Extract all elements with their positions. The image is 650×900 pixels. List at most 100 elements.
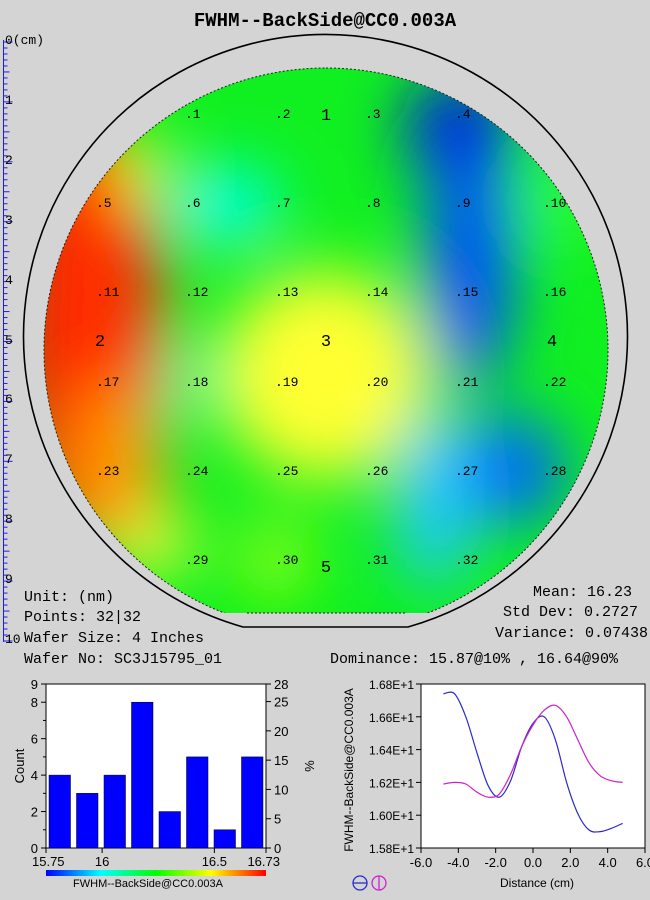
- wafer-point-label: .28: [543, 464, 566, 479]
- histogram-chart: 0 2 4 6 8 9 0 5 10 15 20 25 28 15.75 16 16.5 16.73 Count%…: [12, 677, 317, 890]
- points-label: Points: 32|32: [24, 609, 142, 626]
- wafer-outline: [22, 33, 629, 628]
- wafer-point-label: .32: [455, 553, 478, 568]
- wafer-point-label: .2: [275, 107, 291, 122]
- unit-label: Unit: (nm): [24, 589, 115, 606]
- ruler-tick-label: 8: [5, 512, 13, 528]
- histogram-bar: [158, 811, 181, 849]
- line-y-tick: 1.68E+1: [369, 678, 414, 692]
- histogram-bar: [76, 793, 99, 849]
- line-y-label: FWHM--BackSide@CC0.003A: [342, 688, 356, 852]
- ruler-tick-label: 3: [5, 212, 13, 228]
- wafer-point-label: .30: [275, 553, 298, 568]
- wafer-size-label: Wafer Size: 4 Inches: [24, 630, 205, 647]
- wafer-point-label: .29: [185, 553, 208, 568]
- line-x-tick: 0.0: [524, 855, 542, 870]
- variance-label: Variance: 0.07438: [494, 625, 648, 642]
- histogram-bar: [213, 829, 236, 849]
- wafer-point-label: .10: [543, 196, 566, 211]
- histogram-y2-tick: 28: [274, 677, 288, 692]
- line-chart-frame: [420, 683, 646, 849]
- wafer-point-label: .15: [455, 285, 478, 300]
- wafer-point-label: .1: [185, 107, 201, 122]
- line-x-tick: 6.0: [636, 855, 650, 870]
- left-ruler: [3, 40, 13, 642]
- profile-toggle-icons[interactable]: [352, 875, 387, 891]
- ruler-tick-label: 4: [5, 272, 13, 288]
- wafer-no-label: Wafer No: SC3J15795_01: [24, 651, 223, 668]
- histogram-x-tick: 16.73: [247, 854, 280, 869]
- histogram-bar: [186, 756, 209, 849]
- histogram-bar: [241, 756, 264, 849]
- ruler-tick-label: 10: [5, 632, 21, 647]
- mean-label: Mean: 16.23: [532, 584, 632, 601]
- histogram-y-tick: 9: [31, 677, 38, 692]
- ruler-tick-label: 7: [5, 452, 13, 468]
- line-y-tick: 1.58E+1: [369, 842, 414, 856]
- wafer-point-label: .19: [275, 375, 298, 390]
- line-x-tick: -2.0: [484, 855, 506, 870]
- line-y-tick: 1.64E+1: [369, 744, 414, 758]
- wafer-point-label: .23: [96, 464, 119, 479]
- wafer-point-label: .9: [455, 196, 471, 211]
- histogram-y2-tick: 15: [274, 753, 288, 768]
- line-series-path: [443, 704, 623, 798]
- wafer-point-label: .21: [455, 375, 479, 390]
- line-x-tick: -6.0: [410, 855, 432, 870]
- histogram-y2-label: %: [302, 760, 317, 772]
- line-y-tick: 1.66E+1: [369, 711, 414, 725]
- wafer-region-label: 2: [95, 333, 105, 352]
- wafer-point-label: .4: [455, 107, 471, 122]
- line-x-tick: 4.0: [599, 855, 617, 870]
- wafer-point-label: .25: [275, 464, 298, 479]
- ruler-tick-label: 2: [5, 152, 13, 168]
- wafer-point-label: .24: [185, 464, 209, 479]
- dominance-label: Dominance: 15.87@10% , 16.64@90%: [330, 651, 619, 668]
- wafer-point-label: .5: [96, 196, 112, 211]
- wafer-region-label: 4: [547, 333, 557, 352]
- histogram-y2-tick: 20: [274, 724, 288, 739]
- histogram-y-tick: 8: [31, 695, 38, 710]
- wafer-region-label: 5: [321, 559, 331, 578]
- histogram-x-tick: 16: [95, 854, 109, 869]
- wafer-map: .1 .2 .3 .4 .5 .6 .7 .8 .9 .10 .11 .12 .13 .14 .15 .16.…: [22, 33, 629, 628]
- line-y-tick: 1.60E+1: [369, 809, 414, 823]
- histogram-y-tick: 6: [31, 732, 38, 747]
- wafer-region-label: 1: [321, 107, 331, 126]
- wafer-point-label: .22: [543, 375, 566, 390]
- histogram-y2-tick: 25: [274, 695, 288, 710]
- wafer-point-label: .7: [275, 196, 291, 211]
- wafer-point-label: .13: [275, 285, 298, 300]
- histogram-x-label: FWHM--BackSide@CC0.003A: [73, 878, 224, 890]
- wafer-point-label: .6: [185, 196, 201, 211]
- histogram-bar: [48, 774, 71, 849]
- wafer-point-label: .18: [185, 375, 208, 390]
- wafer-point-label: .8: [365, 196, 381, 211]
- wafer-point-label: .20: [365, 375, 388, 390]
- color-scale-bar: [46, 870, 266, 876]
- histogram-x-tick: 16.5: [202, 854, 227, 869]
- line-x-tick: 2.0: [561, 855, 579, 870]
- page-title: FWHM--BackSide@CC0.003A: [193, 10, 457, 32]
- wafer-point-label: .12: [185, 285, 208, 300]
- line-series-path: [443, 691, 623, 833]
- wafer-point-label: .14: [365, 285, 389, 300]
- wafer-region-label: 3: [321, 333, 331, 352]
- ruler-tick-label: 5: [5, 332, 13, 348]
- wafer-point-label: .27: [455, 464, 478, 479]
- line-x-label: Distance (cm): [500, 876, 574, 890]
- histogram-bar: [103, 774, 126, 849]
- line-y-tick: 1.62E+1: [369, 776, 414, 790]
- wafer-point-label: .31: [365, 553, 389, 568]
- histogram-y2-tick: 0: [274, 841, 281, 856]
- wafer-point-label: .26: [365, 464, 388, 479]
- histogram-y-tick: 2: [31, 805, 38, 820]
- wafer-point-label: .17: [96, 375, 119, 390]
- histogram-y-tick: 4: [31, 768, 38, 783]
- histogram-y2-tick: 10: [274, 782, 288, 797]
- ruler-tick-label: 9: [5, 572, 13, 588]
- ruler-tick-label: 6: [5, 392, 13, 408]
- line-profile-chart: -6.0 -4.0 -2.0 0.0 2.0 4.0 6.0 1.58E+1 1.60E+1 1.…: [342, 678, 650, 891]
- histogram-y-tick: 0: [31, 841, 38, 856]
- wafer-point-label: .16: [543, 285, 566, 300]
